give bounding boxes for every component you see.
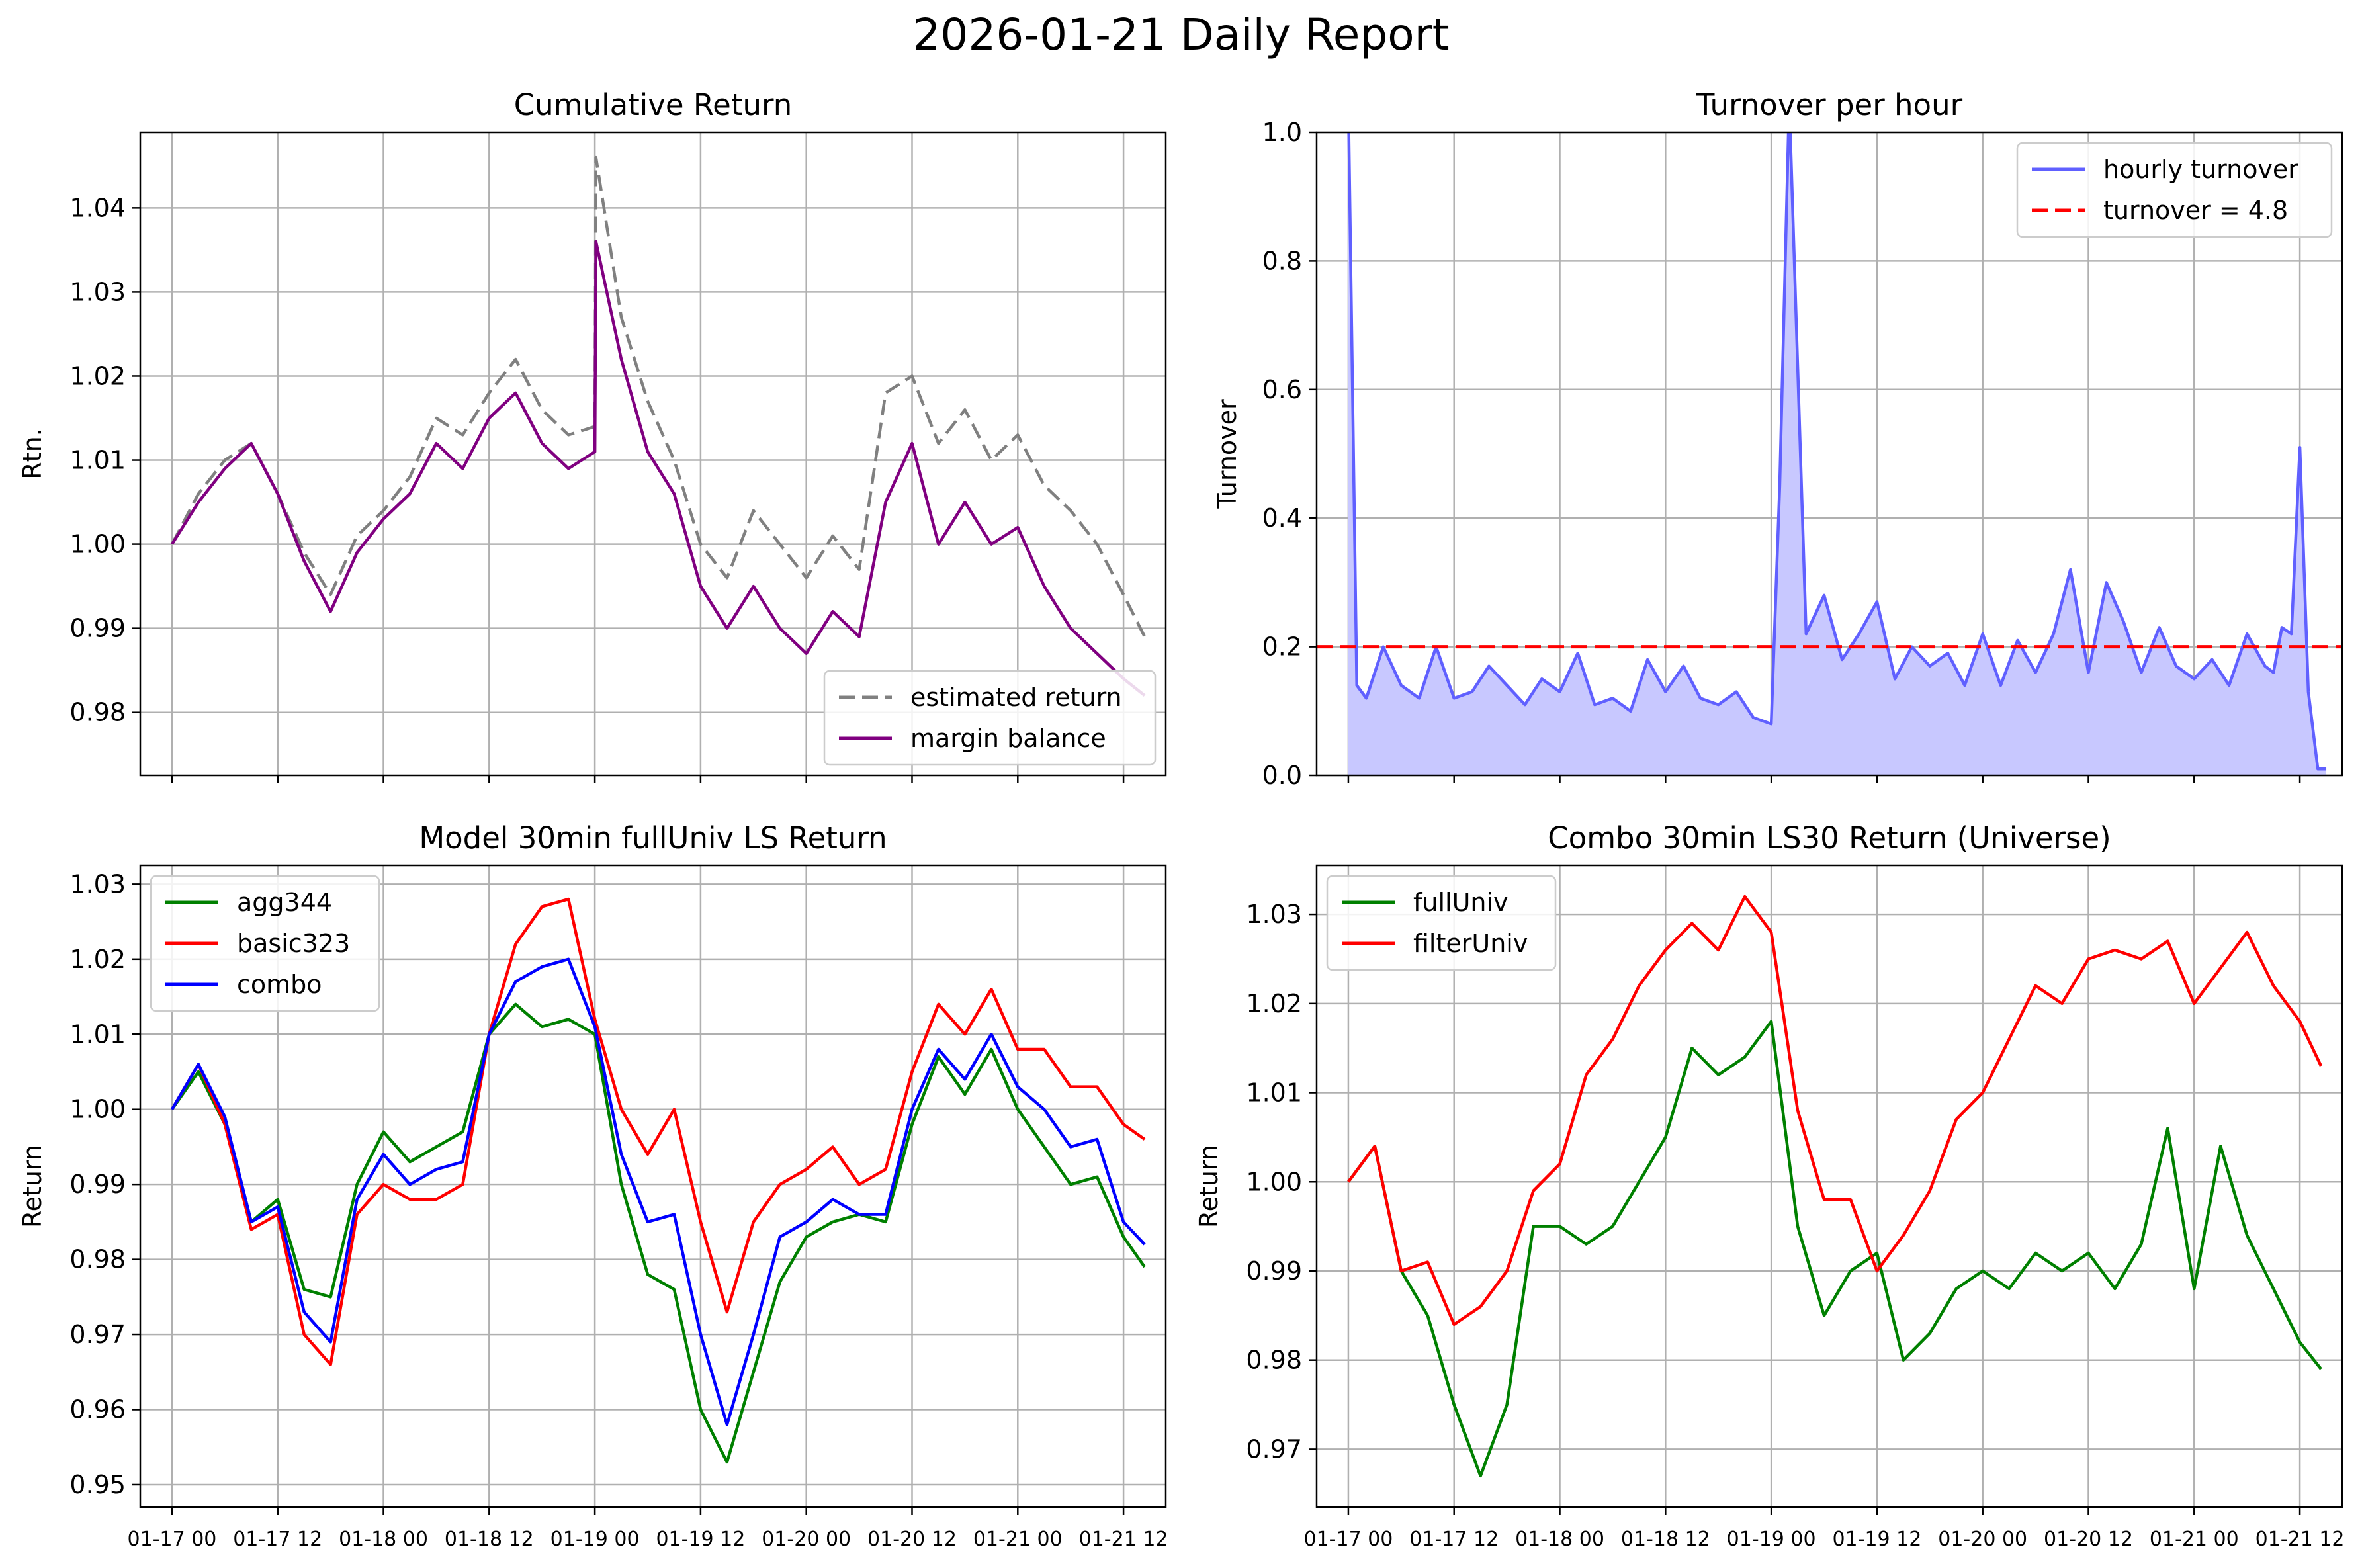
figure-title: 2026-01-21 Daily Report bbox=[912, 9, 1449, 60]
y-tick-label: 0.99 bbox=[69, 1170, 126, 1199]
legend-box bbox=[823, 670, 1157, 766]
x-tick-label: 01-19 00 bbox=[550, 1528, 640, 1551]
axes-frame bbox=[1315, 864, 2343, 1508]
y-tick-label: 1.01 bbox=[69, 446, 126, 475]
y-tick-label: 0.98 bbox=[1246, 1346, 1302, 1375]
series-line-fullUniv bbox=[1347, 1020, 2322, 1478]
legend-label: margin balance bbox=[910, 724, 1106, 753]
y-tick-label: 1.01 bbox=[69, 1020, 126, 1049]
y-tick-label: 0.99 bbox=[69, 614, 126, 643]
panel-combo: 0.97 0.98 0.99 1.00 1.01 1.02 1.03 01-17 00 01-1… bbox=[1194, 820, 2345, 1551]
y-axis-label: Return bbox=[18, 1145, 47, 1228]
y-tick-label: 0.0 bbox=[1262, 761, 1302, 790]
series-line-basic323 bbox=[170, 897, 1146, 1366]
y-tick-label: 0.95 bbox=[69, 1470, 126, 1499]
panel-title: Cumulative Return bbox=[514, 87, 792, 122]
y-axis-label: Return bbox=[1194, 1145, 1223, 1228]
x-tick-label: 01-19 12 bbox=[1832, 1528, 1921, 1551]
x-tick-label: 01-18 12 bbox=[1621, 1528, 1710, 1551]
y-tick-label: 0.2 bbox=[1262, 632, 1302, 662]
panel-cumret: 0.98 0.99 1.00 1.01 1.02 1.03 1.04 Cumulative R… bbox=[18, 87, 1167, 783]
x-tick-label: 01-18 12 bbox=[445, 1528, 534, 1551]
y-tick-label: 0.99 bbox=[1246, 1256, 1302, 1285]
series-line-combo bbox=[170, 957, 1146, 1426]
series-line-estimated-return bbox=[170, 155, 1147, 638]
data-cumret bbox=[170, 155, 1147, 697]
y-tick-label: 0.4 bbox=[1262, 503, 1302, 533]
axes-frame bbox=[139, 864, 1167, 1508]
y-tick-label: 0.8 bbox=[1262, 246, 1302, 275]
y-tick-label: 1.03 bbox=[69, 869, 126, 898]
legend-label: basic323 bbox=[237, 929, 350, 958]
data-combo bbox=[1347, 894, 2323, 1478]
legend-label: filterUniv bbox=[1413, 929, 1528, 958]
legend-label: hourly turnover bbox=[2103, 155, 2298, 184]
y-tick-label: 1.03 bbox=[69, 277, 126, 306]
y-tick-label: 0.97 bbox=[1246, 1434, 1302, 1463]
x-tick-label: 01-20 12 bbox=[867, 1528, 957, 1551]
legend-box bbox=[2016, 142, 2333, 238]
panel-title: Turnover per hour bbox=[1696, 87, 1963, 122]
x-tick-label: 01-19 00 bbox=[1727, 1528, 1816, 1551]
x-tick-label: 01-17 00 bbox=[1303, 1528, 1393, 1551]
y-tick-label: 0.6 bbox=[1262, 375, 1302, 404]
axes-frame bbox=[1315, 131, 2343, 777]
panel-title: Combo 30min LS30 Return (Universe) bbox=[1548, 820, 2111, 855]
y-tick-label: 1.02 bbox=[1246, 989, 1302, 1018]
x-tick-label: 01-20 00 bbox=[1938, 1528, 2027, 1551]
y-axis-label: Rtn. bbox=[18, 428, 47, 479]
y-tick-label: 0.97 bbox=[69, 1320, 126, 1349]
legend-label: turnover = 4.8 bbox=[2103, 196, 2288, 225]
legend-label: estimated return bbox=[910, 683, 1122, 712]
legend-model: agg344 basic323 combo bbox=[150, 875, 380, 1012]
legend-box bbox=[1326, 875, 1557, 971]
x-tick-label: 01-21 12 bbox=[1079, 1528, 1168, 1551]
y-tick-label: 1.00 bbox=[69, 530, 126, 559]
axes-frame bbox=[139, 131, 1167, 777]
y-tick-label: 1.00 bbox=[69, 1095, 126, 1124]
legend-turnover: hourly turnover turnover = 4.8 bbox=[2016, 142, 2333, 238]
x-tick-label: 01-17 00 bbox=[127, 1528, 216, 1551]
y-tick-label: 1.02 bbox=[69, 945, 126, 974]
y-axis-label: Turnover bbox=[1213, 399, 1242, 509]
legend-combo: fullUniv filterUniv bbox=[1326, 875, 1557, 971]
legend-box bbox=[150, 875, 380, 1012]
legend-label: fullUniv bbox=[1413, 888, 1509, 917]
panel-turnover: 0.0 0.2 0.4 0.6 0.8 1.0 Turnover per hour Turno… bbox=[1213, 87, 2343, 790]
x-tick-label: 01-19 12 bbox=[656, 1528, 745, 1551]
legend-label: agg344 bbox=[237, 888, 332, 917]
y-tick-label: 0.98 bbox=[69, 1245, 126, 1274]
y-tick-label: 0.98 bbox=[69, 698, 126, 727]
y-tick-label: 1.04 bbox=[69, 193, 126, 222]
y-tick-label: 1.0 bbox=[1262, 118, 1302, 147]
legend-label: combo bbox=[237, 970, 322, 999]
x-tick-label: 01-21 12 bbox=[2255, 1528, 2345, 1551]
x-tick-label: 01-18 00 bbox=[339, 1528, 428, 1551]
y-tick-label: 1.02 bbox=[69, 361, 126, 390]
y-tick-label: 1.03 bbox=[1246, 900, 1302, 929]
x-tick-label: 01-20 00 bbox=[762, 1528, 851, 1551]
x-tick-label: 01-17 12 bbox=[233, 1528, 322, 1551]
series-line-margin-balance bbox=[171, 240, 1146, 697]
data-model bbox=[170, 897, 1146, 1464]
series-line-filterUniv bbox=[1347, 894, 2323, 1327]
data-turnover bbox=[1317, 132, 2342, 775]
x-tick-label: 01-21 00 bbox=[2150, 1528, 2239, 1551]
x-tick-label: 01-20 12 bbox=[2044, 1528, 2133, 1551]
panel-model: 0.95 0.96 0.97 0.98 0.99 1.00 1.01 1.02 1.03 01-1… bbox=[18, 820, 1168, 1551]
x-tick-label: 01-21 00 bbox=[973, 1528, 1063, 1551]
panel-title: Model 30min fullUniv LS Return bbox=[419, 820, 887, 855]
y-tick-label: 0.96 bbox=[69, 1395, 126, 1424]
x-tick-label: 01-17 12 bbox=[1409, 1528, 1499, 1551]
series-line-agg344 bbox=[171, 1002, 1146, 1464]
y-tick-label: 1.00 bbox=[1246, 1167, 1302, 1196]
y-tick-label: 1.01 bbox=[1246, 1078, 1302, 1108]
chart-panels: 0.98 0.99 1.00 1.01 1.02 1.03 1.04 Cumulative R… bbox=[18, 87, 2345, 1551]
x-tick-label: 01-18 00 bbox=[1515, 1528, 1604, 1551]
legend-cumret: estimated return margin balance bbox=[823, 670, 1157, 766]
